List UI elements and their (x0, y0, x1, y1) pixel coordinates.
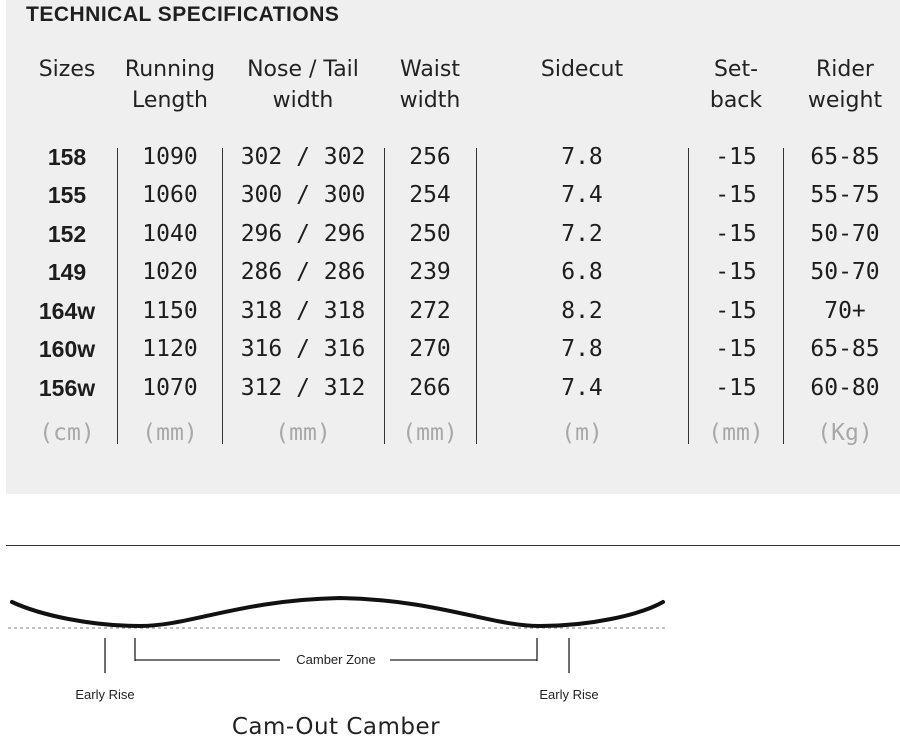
column-header-line2: width (399, 88, 461, 113)
unit-running_length: (mm) (142, 420, 198, 446)
column-header-line1: Running (124, 57, 216, 82)
column-header-sidecut: Sidecut (541, 54, 623, 85)
column-header-rider_weight: Rider weight (808, 54, 882, 116)
column-header-running_length: Running Length (125, 54, 215, 116)
cell-setback: -15 (715, 336, 757, 362)
cell-size: 164w (38, 298, 96, 324)
cell-sidecut: 6.8 (561, 259, 603, 285)
unit-setback: (mm) (708, 420, 764, 446)
cell-size: 149 (47, 259, 87, 285)
column-header-line2: back (709, 88, 763, 113)
cell-rider_weight: 50-70 (810, 221, 880, 247)
cell-sidecut: 7.8 (561, 144, 603, 170)
column-sep-6 (783, 148, 785, 444)
early-rise-right-label: Early Rise (539, 687, 598, 702)
cell-size: 158 (47, 144, 87, 170)
cell-nose_tail: 316 / 316 (240, 336, 366, 362)
column-header-setback: Set-back (710, 54, 762, 116)
cell-sidecut: 7.2 (561, 221, 603, 247)
cell-rider_weight: 50-70 (810, 259, 880, 285)
column-header-waist: Waist width (400, 54, 461, 116)
column-sep-3 (384, 148, 386, 444)
cell-rider_weight: 65-85 (810, 336, 880, 362)
cell-nose_tail: 302 / 302 (240, 144, 366, 170)
cell-size: 152 (47, 221, 87, 247)
cell-setback: -15 (715, 144, 757, 170)
column-sep-1 (117, 148, 119, 444)
camber-zone-label: Camber Zone (296, 652, 375, 667)
column-header-line1: Set- (713, 57, 759, 82)
column-sep-5 (688, 148, 690, 444)
cell-setback: -15 (715, 221, 757, 247)
cell-waist: 254 (409, 182, 451, 208)
cell-setback: -15 (715, 375, 757, 401)
cell-size: 155 (47, 182, 87, 208)
cell-setback: -15 (715, 298, 757, 324)
column-header-line2: width (272, 88, 334, 113)
column-header-line1: Sidecut (540, 57, 624, 82)
cell-running_length: 1150 (142, 298, 198, 324)
cell-sidecut: 7.4 (561, 375, 603, 401)
cell-nose_tail: 312 / 312 (240, 375, 366, 401)
cell-rider_weight: 70+ (824, 298, 866, 324)
cell-nose_tail: 300 / 300 (240, 182, 366, 208)
cell-running_length: 1020 (142, 259, 198, 285)
unit-size: (cm) (39, 420, 95, 446)
cell-waist: 272 (409, 298, 451, 324)
column-header-line2: Length (132, 88, 208, 113)
cell-setback: -15 (715, 259, 757, 285)
cell-sidecut: 7.4 (561, 182, 603, 208)
column-header-nose_tail: Nose / Tail width (247, 54, 359, 116)
cell-setback: -15 (715, 182, 757, 208)
profile-name: Cam-Out Camber (231, 714, 441, 740)
cell-waist: 250 (409, 221, 451, 247)
cell-nose_tail: 296 / 296 (240, 221, 366, 247)
column-sep-4 (476, 148, 478, 444)
cell-waist: 270 (409, 336, 451, 362)
unit-waist: (mm) (402, 420, 458, 446)
cell-rider_weight: 60-80 (810, 375, 880, 401)
unit-rider_weight: (Kg) (817, 420, 873, 446)
cell-size: 160w (38, 336, 96, 362)
cell-nose_tail: 318 / 318 (240, 298, 366, 324)
cell-rider_weight: 55-75 (810, 182, 880, 208)
spec-title: TECHNICAL SPECIFICATIONS (26, 3, 340, 26)
cell-running_length: 1090 (142, 144, 198, 170)
cell-running_length: 1060 (142, 182, 198, 208)
column-header-line1: Waist (399, 57, 461, 82)
column-header-line2: weight (807, 88, 883, 113)
cell-running_length: 1120 (142, 336, 198, 362)
cell-running_length: 1070 (142, 375, 198, 401)
cell-sidecut: 8.2 (561, 298, 603, 324)
unit-nose_tail: (mm) (275, 420, 331, 446)
camber-profile-diagram: Camber Zone Early Rise Early Rise (8, 595, 668, 702)
column-header-line1: Sizes (38, 57, 96, 82)
cell-nose_tail: 286 / 286 (240, 259, 366, 285)
section-divider (6, 545, 900, 546)
cell-waist: 256 (409, 144, 451, 170)
cell-waist: 266 (409, 375, 451, 401)
column-header-line1: Nose / Tail (247, 57, 359, 82)
early-rise-left-label: Early Rise (75, 687, 134, 702)
column-header-line1: Rider (816, 57, 874, 82)
cell-sidecut: 7.8 (561, 336, 603, 362)
cell-waist: 239 (409, 259, 451, 285)
unit-sidecut: (m) (561, 420, 603, 446)
column-header-size: Sizes (39, 54, 96, 85)
cell-size: 156w (38, 375, 96, 401)
cell-rider_weight: 65-85 (810, 144, 880, 170)
cell-running_length: 1040 (142, 221, 198, 247)
spec-panel (6, 0, 900, 494)
board-profile-line (10, 595, 665, 629)
column-sep-2 (222, 148, 224, 444)
